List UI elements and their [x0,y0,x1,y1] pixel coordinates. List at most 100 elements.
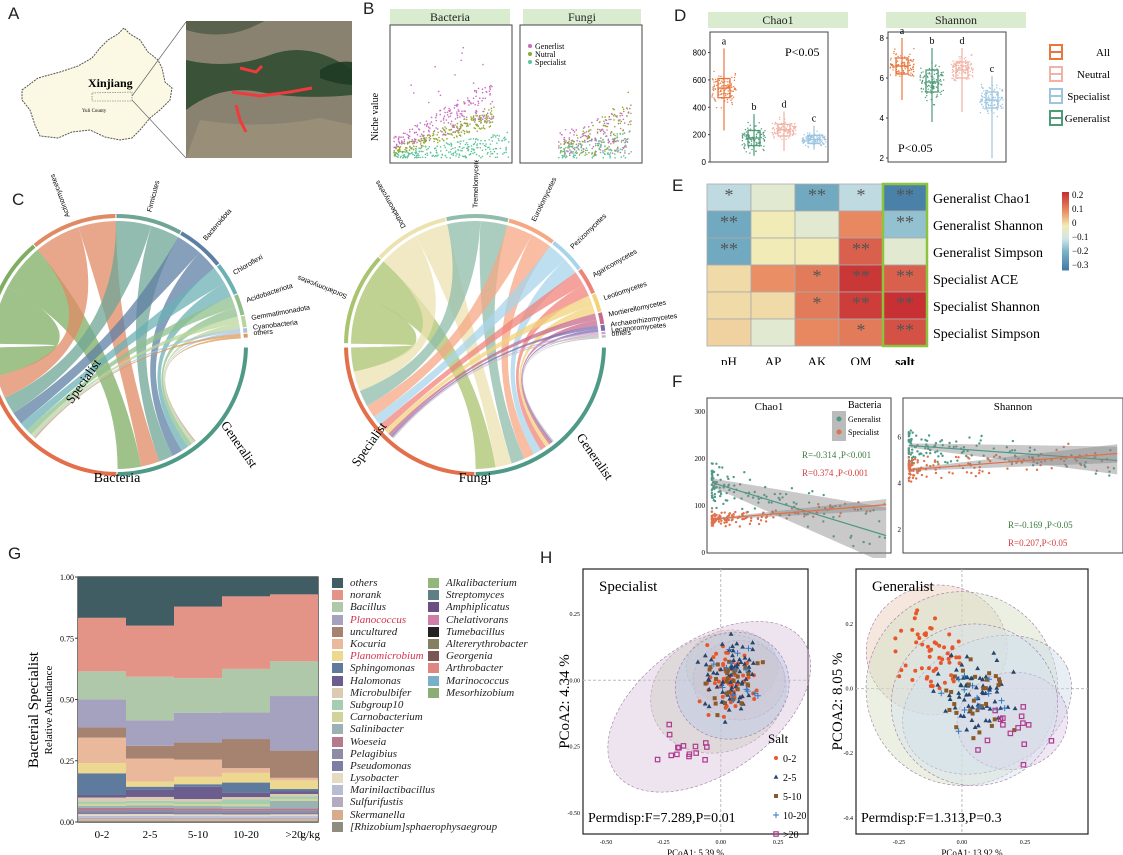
niche-point [416,133,419,136]
bar-segment-sulfurifustis [78,817,126,820]
pcoa-point [703,662,709,667]
niche-point [505,146,508,149]
pcoa-point [737,668,743,674]
y-tick-label: 400 [693,103,707,112]
box-point [904,67,906,70]
regression-point [726,475,729,478]
chord-ribbon [21,268,225,431]
pcoa-point [734,650,741,657]
regression-point [1108,474,1111,477]
box-point [899,55,902,57]
regression-point [927,434,931,437]
box-point [939,91,941,94]
box-point [749,128,752,130]
niche-point [462,155,465,158]
pcoa-point [728,631,734,636]
niche-point [433,147,436,150]
niche-point [421,156,424,158]
significance-stars: * [725,185,734,205]
niche-point [482,126,485,129]
box-point [782,125,784,128]
regression-point [765,495,768,498]
significance-stars: * [813,266,822,286]
pcoa-point [946,656,951,661]
niche-point [482,116,485,118]
niche-point [558,156,560,159]
niche-point [414,147,417,150]
niche-point [401,141,403,144]
colorbar-segment [1062,236,1069,240]
regression-point [1013,449,1017,452]
niche-point [582,127,585,129]
box-point [734,72,737,75]
heatmap-cell [838,318,884,347]
legend-swatch [332,773,343,784]
pcoa-point [714,676,719,681]
box-point [745,137,748,139]
regression-point [1005,446,1009,449]
regression-point [713,487,716,490]
significance-stars: ** [896,320,914,340]
box-point [933,87,935,89]
niche-point [573,134,575,136]
niche-point [411,142,414,145]
box-point [894,48,896,50]
pcoa-point [975,723,981,728]
niche-point [442,133,445,135]
regression-point [998,455,1001,459]
box-point [911,73,914,76]
box-point [952,74,955,76]
niche-point [559,143,562,145]
niche-point [440,120,442,123]
regression-point [843,502,847,506]
box-point [988,97,991,99]
regression-point [859,507,863,511]
niche-point [599,149,602,151]
box-point [820,141,823,143]
niche-point [444,126,446,128]
map-region-label: Xinjiang [88,76,133,90]
pcoa-point [983,718,989,723]
niche-point [616,150,618,152]
pcoa-point [929,626,934,631]
niche-point [394,146,397,149]
box-point [786,132,789,135]
box-point [793,123,796,125]
niche-point [559,150,562,152]
niche-point [505,138,507,140]
box-point [959,58,961,60]
legend-swatch [332,578,343,589]
niche-point [576,146,579,148]
taxon-arc [242,327,248,333]
box-point [942,71,944,73]
niche-point [408,149,411,151]
niche-point [586,149,589,152]
niche-point [607,141,610,144]
niche-point [444,154,447,157]
legend-label: uncultured [350,625,398,638]
niche-point [470,148,473,150]
y-tick-label: 2 [880,154,885,163]
bar-segment-others [174,577,222,607]
regression-point [711,474,714,478]
box-point [731,103,733,106]
regression-point [948,471,951,474]
niche-point [571,142,573,145]
niche-point [452,124,455,127]
niche-point [565,146,567,149]
niche-point [436,145,439,148]
box-point [771,127,774,130]
box-point [1000,107,1003,110]
box-point [993,100,995,102]
box-point [906,59,908,61]
permdisp-annotation: Permdisp:F=7.289,P=0.01 [588,811,736,826]
niche-point [463,132,466,135]
niche-point [612,138,615,141]
niche-point [442,139,445,142]
x-tick-label: 30 [854,557,862,558]
regression-point [948,441,951,445]
niche-point [477,104,479,107]
y-tick-label: 0.25 [60,757,74,766]
niche-point [558,147,560,149]
niche-point [559,152,562,154]
